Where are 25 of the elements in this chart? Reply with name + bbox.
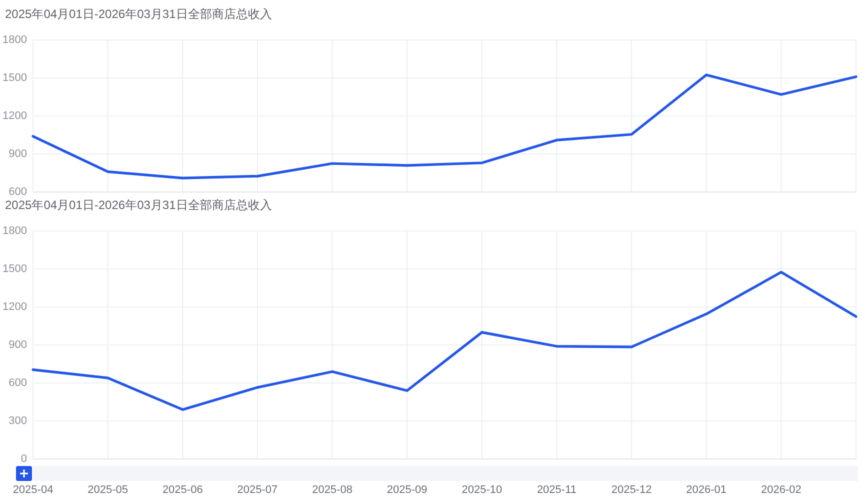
x-tick-label: 2025-12 [611, 484, 652, 496]
chart-title: 2025年04月01日-2026年03月31日全部商店总收入 [5, 198, 272, 212]
x-tick-label: 2025-11 [536, 484, 577, 496]
y-tick-label: 300 [8, 415, 27, 427]
y-tick-label: 1500 [2, 72, 27, 84]
x-tick-label: 2025-10 [462, 484, 502, 496]
y-tick-label: 900 [8, 339, 27, 351]
chart-title: 2025年04月01日-2026年03月31日全部商店总收入 [5, 7, 272, 21]
y-tick-label: 1200 [2, 110, 27, 122]
x-tick-label: 2025-09 [386, 484, 428, 496]
y-tick-label: 1800 [2, 225, 27, 237]
x-tick-label: 2025-08 [312, 484, 352, 496]
x-tick-label: 2025-06 [162, 484, 203, 496]
y-tick-label: 0 [20, 453, 27, 465]
x-tick-label: 2026-01 [686, 484, 727, 496]
y-tick-label: 1200 [2, 301, 27, 313]
y-tick-label: 900 [8, 148, 27, 160]
x-tick-label: 2025-05 [88, 484, 128, 496]
y-tick-label: 1800 [2, 34, 27, 46]
x-tick-label: 2025-07 [237, 484, 278, 496]
x-tick-label: 2025-04 [12, 484, 54, 496]
y-tick-label: 600 [8, 186, 27, 198]
y-tick-label: 1500 [2, 263, 27, 275]
y-tick-label: 600 [8, 377, 27, 389]
x-tick-label: 2026-02 [760, 484, 802, 496]
